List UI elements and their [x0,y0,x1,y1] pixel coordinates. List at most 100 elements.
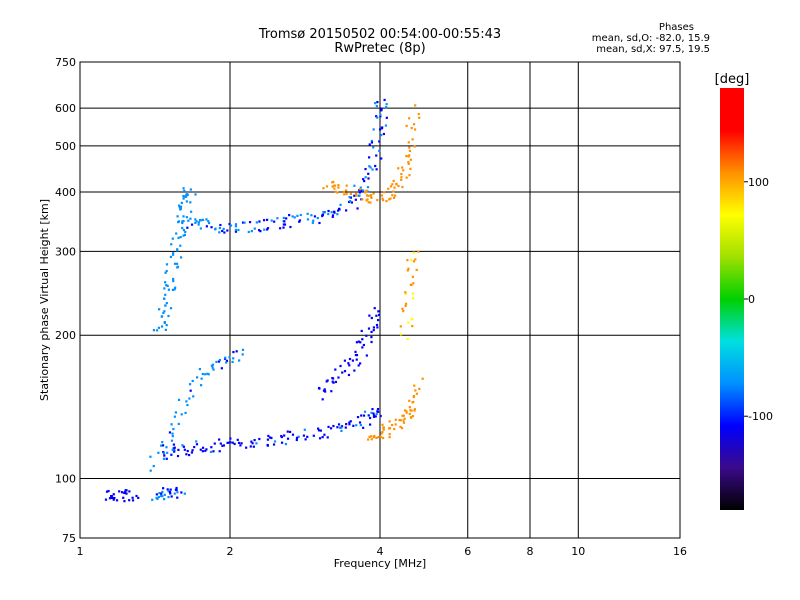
data-point [245,446,248,449]
data-point [380,133,383,137]
data-point [234,230,238,233]
data-point [379,435,382,439]
data-point [184,230,187,234]
data-point [359,341,362,344]
data-point [222,444,226,447]
data-point [286,437,290,440]
data-point [176,215,179,218]
data-point [165,263,169,266]
data-point [273,220,276,223]
y-tick-label: 750 [55,56,76,69]
data-point [368,416,372,420]
data-point [370,139,374,143]
data-point [410,126,413,130]
data-point [232,357,235,360]
data-point [411,292,415,295]
data-point [340,426,343,429]
data-point [163,310,166,313]
data-point [234,225,238,228]
data-point [367,201,370,204]
data-point [177,448,180,452]
data-point [417,112,420,116]
data-point [270,219,273,222]
data-point [387,187,390,190]
data-point [375,412,378,416]
data-point [333,187,336,190]
data-point [280,441,284,444]
data-point [180,201,183,205]
data-point [372,329,375,332]
data-point [180,413,183,416]
data-point [367,327,371,330]
data-point [173,446,176,449]
data-point [182,219,185,223]
data-point [405,176,408,179]
data-point [322,187,325,190]
data-point [385,106,388,109]
info-o-stats: mean, sd,O: -82.0, 15.9 [591,33,710,44]
data-point [175,486,178,490]
data-point [354,350,357,353]
data-point [412,123,416,126]
data-point [340,425,344,428]
data-point [389,197,392,200]
data-point [164,304,167,307]
data-point [383,98,386,102]
data-point [180,491,183,494]
data-point [186,449,189,453]
data-point [219,442,222,445]
data-point [247,230,250,234]
colorbar-tick-label: -100 [748,410,773,423]
data-point [282,216,285,220]
data-point [408,399,411,402]
data-point [237,441,241,445]
data-point [323,388,326,391]
data-point [205,225,208,228]
data-point [385,103,388,106]
data-point [380,432,383,435]
data-point [329,427,333,430]
data-point [185,216,188,219]
data-points [104,98,424,503]
data-point [188,397,191,400]
data-point [375,168,378,171]
data-point [295,436,299,439]
data-point [414,104,417,107]
data-point [188,383,192,386]
data-point [355,341,358,344]
data-point [179,244,182,247]
data-point [265,228,269,231]
data-point [166,284,169,287]
data-point [162,487,165,490]
data-point [212,368,215,371]
data-point [176,265,180,268]
data-point [368,156,371,159]
data-point [250,440,253,443]
data-point [375,323,379,327]
data-point [403,409,407,412]
data-point [412,400,415,404]
data-point [372,146,375,149]
data-point [195,443,199,446]
data-point [165,446,168,449]
y-axis-ticks: 75 100 200 300 400 500 600 750 [55,56,76,545]
data-point [291,433,295,436]
data-point [183,233,187,237]
data-point [366,198,369,201]
data-point [233,442,236,446]
data-point [218,450,221,453]
data-point [405,411,408,414]
data-point [379,115,382,118]
data-point [237,228,240,232]
data-point [160,325,164,328]
data-point [370,340,373,344]
data-point [120,491,124,494]
data-point [365,334,368,337]
data-point [355,358,358,361]
data-point [348,196,351,199]
data-point [108,497,112,500]
data-point [355,194,358,197]
y-tick-label: 400 [55,186,76,199]
data-point [333,210,336,213]
data-point [321,436,324,439]
